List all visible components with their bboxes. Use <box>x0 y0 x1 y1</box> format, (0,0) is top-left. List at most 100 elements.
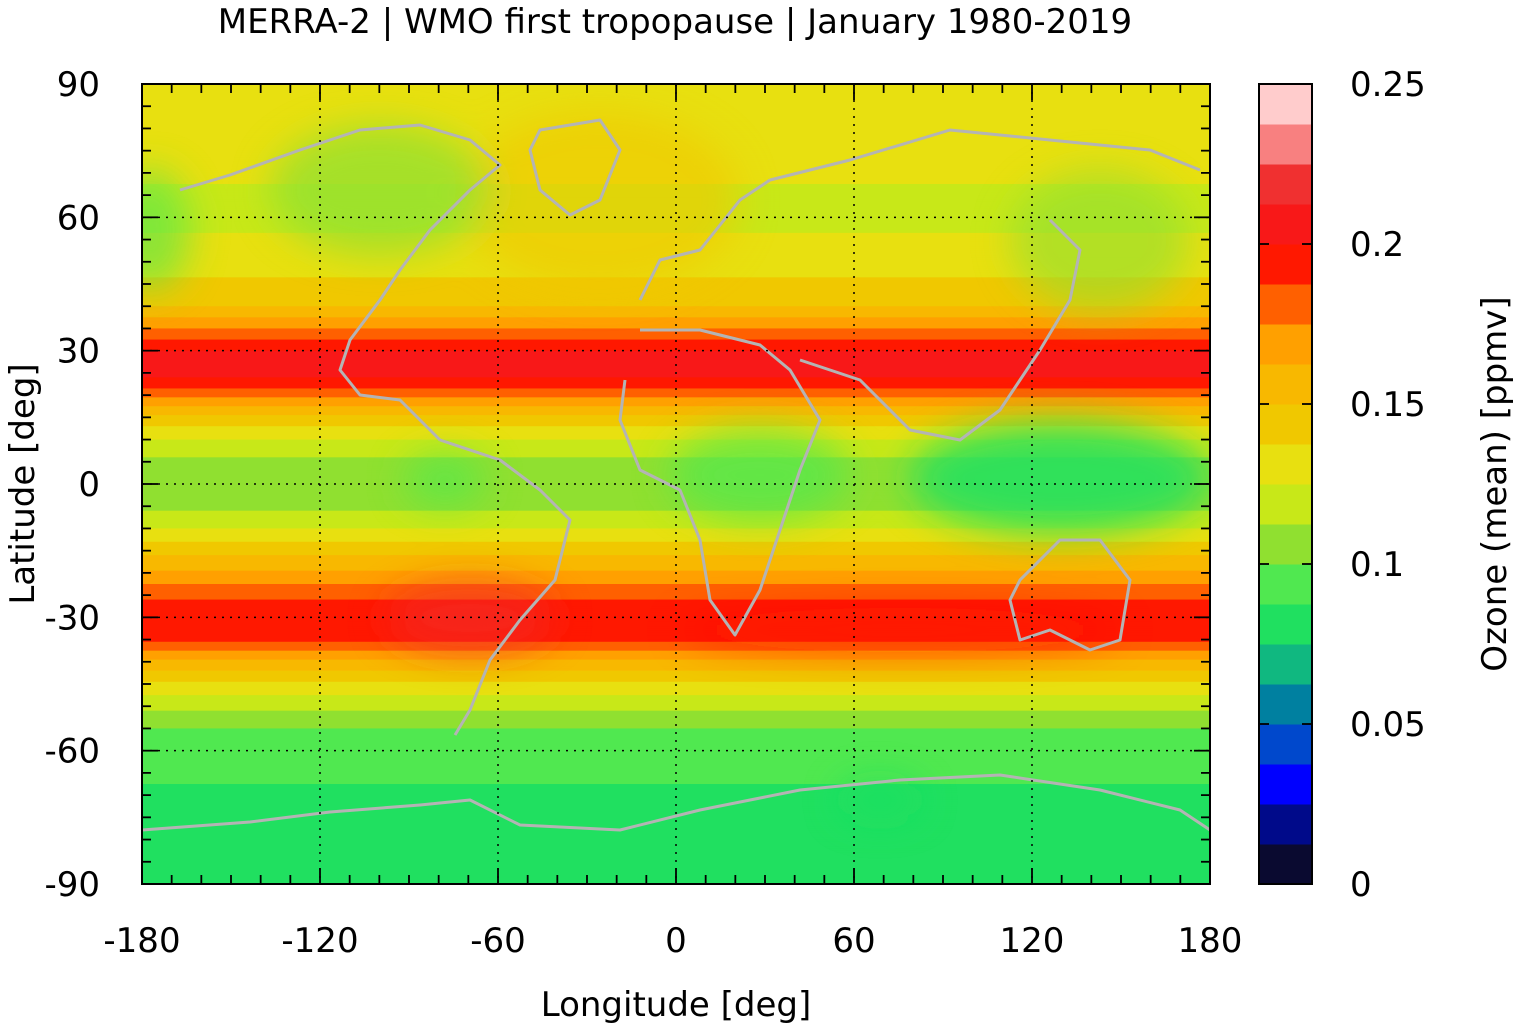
zonal-band <box>142 277 1210 281</box>
coastlines <box>142 118 1210 832</box>
zonal-band <box>142 832 1210 836</box>
zonal-band <box>142 732 1210 736</box>
coastline-antarctica <box>142 773 1210 832</box>
zonal-band <box>142 648 1210 652</box>
zonal-band <box>142 852 1210 856</box>
zonal-band <box>142 719 1210 723</box>
colorbar-segment <box>1259 684 1312 725</box>
zonal-band <box>142 381 1210 385</box>
zonal-band <box>142 112 1210 116</box>
zonal-band <box>142 550 1210 554</box>
y-tick-labels: 90 60 30 0 -30 -60 -90 <box>44 65 100 905</box>
zonal-band <box>142 861 1210 865</box>
zonal-band <box>142 408 1210 412</box>
chart-title: MERRA-2 | WMO first tropopause | January… <box>217 2 1133 42</box>
zonal-band <box>142 597 1210 601</box>
zonal-band <box>142 372 1210 376</box>
colorbar-segment <box>1259 524 1312 565</box>
zonal-band <box>142 615 1210 618</box>
colorbar-segment <box>1259 724 1312 765</box>
zonal-band <box>142 704 1210 707</box>
zonal-band <box>142 337 1210 341</box>
zonal-band <box>142 439 1210 443</box>
colorbar <box>1259 84 1312 885</box>
zonal-band <box>142 626 1210 630</box>
zonal-band <box>142 526 1210 530</box>
zonal-band <box>142 106 1210 110</box>
zonal-band <box>142 661 1210 665</box>
low-ozone-region-antarctic <box>840 782 920 818</box>
zonal-band <box>142 641 1210 645</box>
colorbar-segment <box>1259 244 1312 285</box>
colorbar-tick-label: 0.25 <box>1350 65 1426 105</box>
x-axis-label: Longitude [deg] <box>541 985 812 1025</box>
zonal-band <box>142 366 1210 370</box>
zonal-band <box>142 559 1210 563</box>
zonal-band <box>142 495 1210 498</box>
zonal-band <box>142 557 1210 561</box>
zonal-band <box>142 544 1210 547</box>
zonal-band <box>142 519 1210 523</box>
colorbar-segment <box>1259 164 1312 205</box>
zonal-band <box>142 839 1210 843</box>
zonal-band <box>142 735 1210 738</box>
zonal-band <box>142 775 1210 778</box>
zonal-band <box>142 599 1210 603</box>
zonal-band <box>142 606 1210 610</box>
zonal-band <box>142 110 1210 114</box>
zonal-band <box>142 572 1210 576</box>
zonal-band <box>142 501 1210 505</box>
zonal-band <box>142 344 1210 347</box>
zonal-band <box>142 688 1210 692</box>
y-tick-label: 90 <box>57 65 100 105</box>
zonal-band <box>142 326 1210 330</box>
zonal-band <box>142 744 1210 747</box>
zonal-band <box>142 532 1210 536</box>
y-tick-label: 60 <box>57 198 100 238</box>
low-ozone-region-siberia <box>1010 170 1190 310</box>
zonal-band <box>142 286 1210 290</box>
colorbar-tick-label: 0.2 <box>1350 225 1404 265</box>
colorbar-segment <box>1259 404 1312 445</box>
zonal-band <box>142 848 1210 852</box>
colorbar-segment <box>1259 284 1312 325</box>
x-tick-labels: -180 -120 -60 0 60 120 180 <box>103 921 1242 961</box>
coastline-africa <box>618 328 822 637</box>
zonal-band <box>142 830 1210 834</box>
zonal-band <box>142 441 1210 445</box>
zonal-band <box>142 864 1210 867</box>
zonal-band <box>142 790 1210 794</box>
zonal-band <box>142 352 1210 356</box>
zonal-band <box>142 721 1210 725</box>
x-tick-label: -120 <box>281 921 358 961</box>
zonal-band <box>142 517 1210 521</box>
zonal-band <box>142 801 1210 805</box>
zonal-band <box>142 657 1210 661</box>
zonal-band <box>142 752 1210 756</box>
zonal-band <box>142 417 1210 421</box>
zonal-band <box>142 521 1210 525</box>
zonal-band <box>142 357 1210 361</box>
colorbar-segment <box>1259 444 1312 485</box>
zonal-band <box>142 679 1210 683</box>
colorbar-segment <box>1259 764 1312 805</box>
zonal-band <box>142 841 1210 845</box>
zonal-band <box>142 415 1210 418</box>
y-tick-label: -90 <box>44 865 100 905</box>
colorbar-segment <box>1259 564 1312 605</box>
zonal-band <box>142 686 1210 690</box>
zonal-band <box>142 584 1210 587</box>
zonal-band <box>142 568 1210 572</box>
low-ozone-region-canada <box>270 125 490 255</box>
coastline-north-america <box>179 123 502 442</box>
zonal-band <box>142 586 1210 590</box>
zonal-band <box>142 855 1210 858</box>
y-tick-label: 30 <box>57 332 100 372</box>
zonal-band <box>142 664 1210 667</box>
colorbar-segment <box>1259 204 1312 245</box>
zonal-band <box>142 746 1210 750</box>
colorbar-segment <box>1259 124 1312 165</box>
zonal-band <box>142 421 1210 425</box>
zonal-band <box>142 728 1210 732</box>
zonal-band <box>142 317 1210 321</box>
